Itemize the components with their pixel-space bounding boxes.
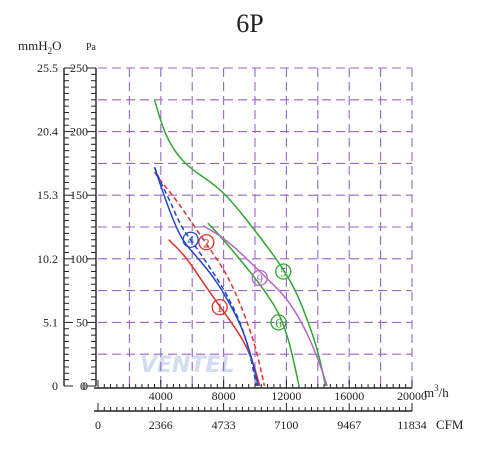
y-tick-label-pa: 150 bbox=[70, 188, 88, 202]
y-tick-label-pa: 250 bbox=[70, 61, 88, 75]
curve-marker-label-9: 9 bbox=[256, 271, 263, 286]
curve-marker-label-2: 2 bbox=[203, 235, 210, 250]
x-tick-label-cfm: 11834 bbox=[397, 418, 427, 432]
curve-marker-5 bbox=[275, 263, 292, 280]
curve-marker-4 bbox=[182, 231, 199, 248]
y-axis-label-mmh2o: mmH2O bbox=[18, 38, 62, 56]
curve-marker-label-1: 1 bbox=[216, 300, 223, 315]
curve-4 bbox=[153, 166, 259, 387]
x-tick-label-m3h: 12000 bbox=[271, 389, 301, 403]
y-tick-label-mmh2o: 15.3 bbox=[37, 188, 58, 202]
y-tick-label-pa: 200 bbox=[70, 125, 88, 139]
y-tick-label-mmh2o: 5.1 bbox=[43, 315, 58, 329]
x-tick-label-cfm: 4733 bbox=[212, 418, 236, 432]
curve-marker-label-5: 5 bbox=[280, 265, 287, 280]
axes: 0 5.1 10.2 15.3 20.4 25.5 0 50 100 150 200 250 0 4000… bbox=[37, 61, 427, 432]
y-tick-label-pa: 0 bbox=[82, 379, 88, 393]
curve-marker-label-4: 4 bbox=[187, 233, 194, 248]
y-tick-label-mmh2o: 0 bbox=[52, 379, 58, 393]
y-tick-label-mmh2o: 10.2 bbox=[37, 252, 58, 266]
x-axis-label-m3h: m3/h bbox=[424, 383, 449, 400]
curve-2 bbox=[153, 171, 266, 387]
x-tick-label-cfm: 0 bbox=[95, 418, 101, 432]
x-tick-label-m3h: 4000 bbox=[149, 389, 173, 403]
grid bbox=[98, 67, 413, 386]
x-tick-label-cfm: 7100 bbox=[274, 418, 298, 432]
watermark-logo: VENTEL bbox=[140, 353, 235, 378]
series-lines bbox=[153, 99, 328, 387]
chart-title: 6P bbox=[236, 9, 263, 38]
curve-marker-2 bbox=[198, 234, 215, 251]
x-tick-label-cfm: 9467 bbox=[337, 418, 361, 432]
x-tick-label-zero: 0 bbox=[80, 379, 86, 393]
curve-marker-6 bbox=[270, 314, 287, 331]
curve-marker-1 bbox=[211, 298, 228, 316]
x-tick-label-m3h: 8000 bbox=[212, 389, 236, 403]
x-tick-label-m3h: 16000 bbox=[334, 389, 364, 403]
y-tick-label-pa: 50 bbox=[76, 315, 88, 329]
y-tick-label-mmh2o: 25.5 bbox=[37, 61, 58, 75]
x-axis-label-cfm: CFM bbox=[436, 417, 464, 432]
curve-9 bbox=[202, 225, 328, 387]
y-tick-label-pa: 100 bbox=[70, 252, 88, 266]
curve-marker-label-6: 6 bbox=[275, 315, 282, 330]
series-markers: 1 24 5 6 9 bbox=[182, 231, 292, 331]
x-tick-label-cfm: 2366 bbox=[149, 418, 173, 432]
x-tick-label-m3h: 20000 bbox=[397, 389, 427, 403]
y-axis-label-pa: Pa bbox=[86, 42, 97, 53]
curve-5 bbox=[153, 99, 327, 387]
curve-marker-9 bbox=[251, 269, 268, 287]
y-tick-label-mmh2o: 20.4 bbox=[37, 125, 58, 139]
